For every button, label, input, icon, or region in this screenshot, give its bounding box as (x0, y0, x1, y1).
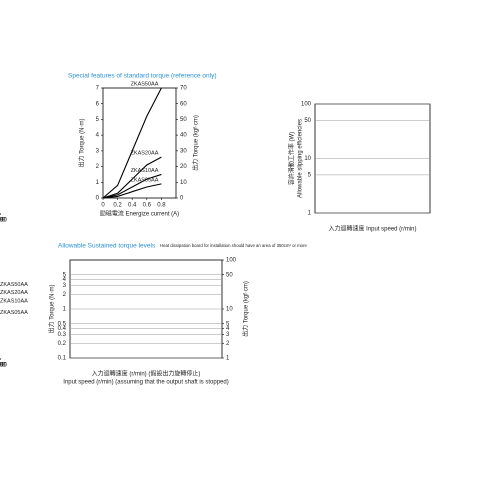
y-tick-label: 50 (304, 118, 311, 124)
series-label: ZKAS10AA (131, 168, 159, 174)
series-label: ZKAS20AA (131, 151, 159, 157)
x-axis-label: 入力迴轉速度 (r/min) (假設出力旋轉停止) (92, 370, 201, 378)
y2-tick-label: 20 (180, 164, 187, 170)
y-tick-label: 0.3 (58, 332, 67, 338)
y2-axis-label: 出力 Torque (kgf·cm) (192, 115, 200, 171)
y2-tick-label: 4 (226, 326, 230, 332)
series-line (102, 183, 162, 199)
y-tick-label: 1 (308, 211, 312, 217)
y-tick-label: 0.5 (58, 321, 67, 327)
y-axis-label: 出力 Torque (N·m) (78, 118, 86, 167)
y2-tick-label: 70 (180, 86, 187, 92)
y2-tick-label: 100 (226, 258, 237, 264)
y2-tick-label: 50 (226, 272, 233, 278)
series-label: ZKAS50AA (131, 81, 159, 87)
x-tick-label: 1800 (0, 363, 7, 369)
y-tick-label: 5 (308, 172, 312, 178)
y-tick-label: 3 (63, 283, 67, 289)
y2-tick-label: 5 (226, 321, 230, 327)
y-tick-label: 100 (301, 102, 312, 108)
series-line (102, 156, 162, 199)
y-axis-label: Allowable slipping efficiencies (298, 119, 304, 198)
y-tick-label: 5 (63, 272, 67, 278)
x-tick-label: 0.6 (143, 203, 152, 209)
y2-tick-label: 0 (180, 196, 184, 202)
x-tick-label: 0.8 (157, 203, 166, 209)
y2-axis-label: 出力 Torque (kgf·cm) (242, 281, 250, 337)
y-tick-label: 0.4 (58, 326, 67, 332)
y2-tick-label: 30 (180, 148, 187, 154)
x-tick-label: 1500 (0, 363, 7, 369)
chart-title: Special features of standard torque (ref… (68, 73, 217, 80)
x-tick-label: 0.4 (128, 203, 137, 209)
y2-tick-label: 3 (226, 332, 230, 338)
x-tick-label: 1800 (0, 218, 7, 224)
y-tick-label: 4 (63, 277, 67, 283)
y-tick-label: 10 (304, 156, 311, 162)
chart-title: Allowable Sustained torque levels (58, 243, 156, 250)
y2-tick-label: 10 (180, 180, 187, 186)
y-tick-label: 7 (96, 86, 100, 92)
y-tick-label: 4 (96, 133, 100, 139)
y-tick-label: 0.2 (58, 341, 67, 347)
y2-tick-label: 1 (226, 356, 230, 362)
x-axis-label: 励磁電流 Energize current (A) (100, 210, 179, 218)
y-tick-label: 3 (96, 148, 100, 154)
y-tick-label: 6 (96, 101, 100, 107)
y-tick-label: 0.1 (58, 356, 67, 362)
y-tick-label: 2 (63, 292, 67, 298)
series-label: ZKAS05AA (0, 310, 28, 316)
series-label: ZKAS50AA (0, 282, 28, 288)
series-line (102, 173, 162, 199)
y-axis-label: 容許滑動工作率 (W) (288, 132, 296, 185)
y2-tick-label: 60 (180, 101, 187, 107)
x-tick-label: 0.2 (113, 203, 122, 209)
y2-tick-label: 10 (226, 307, 233, 313)
y-tick-label: 1 (96, 180, 100, 186)
series-label: ZKAS10AA (0, 299, 28, 305)
plot-frame (102, 87, 177, 199)
x-axis-label: Input speed (r/min) (assuming that the o… (63, 380, 228, 386)
x-axis-label: 入力迴轉速度 Input speed (r/min) (328, 225, 416, 233)
y2-tick-label: 40 (180, 133, 187, 139)
x-tick-label: 0 (101, 203, 105, 209)
y-tick-label: 1 (63, 307, 67, 313)
y-tick-label: 5 (96, 117, 100, 123)
y-axis-label: 出力 Torque (N·m) (48, 284, 56, 333)
y-tick-label: 0 (96, 196, 100, 202)
series-label: ZKAS20AA (0, 290, 28, 296)
y-tick-label: 2 (96, 164, 100, 170)
y2-tick-label: 50 (180, 117, 187, 123)
chart-note: Heat dissipation board for installation … (160, 243, 308, 248)
y2-tick-label: 2 (226, 341, 230, 347)
x-tick-label: 500 (0, 218, 6, 224)
series-label: ZKAS05AA (131, 177, 159, 183)
series-line (102, 87, 162, 199)
x-tick-label: 500 (0, 363, 6, 369)
